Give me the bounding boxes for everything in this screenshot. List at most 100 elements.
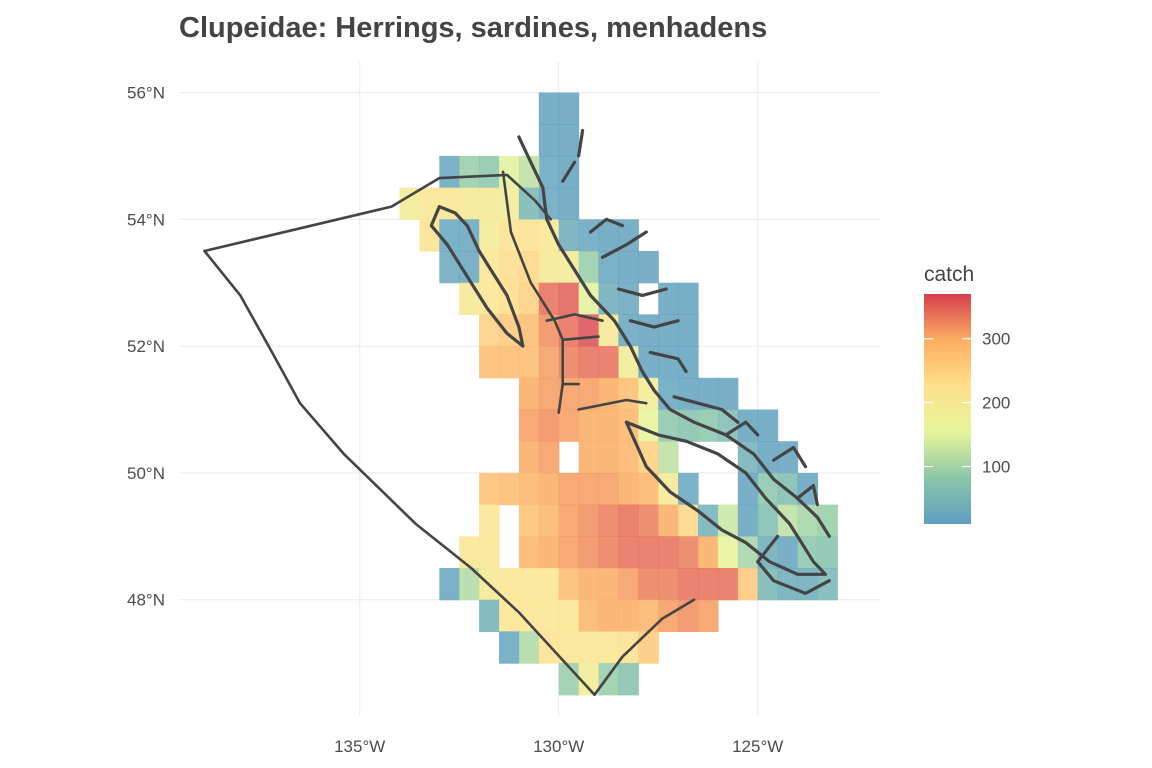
catch-cell	[717, 536, 739, 569]
catch-cell	[578, 663, 600, 696]
catch-cell	[598, 346, 619, 379]
catch-cell	[598, 599, 619, 632]
catch-cell	[499, 568, 520, 601]
catch-cell	[518, 314, 540, 347]
catch-cell	[538, 409, 560, 442]
catch-cell	[658, 441, 679, 474]
catch-cell	[399, 187, 420, 220]
catch-cell	[538, 377, 560, 411]
legend: catch 100 200 300	[924, 263, 1010, 524]
catch-cell	[598, 504, 619, 537]
chart-title: Clupeidae: Herrings, sardines, menhadens	[179, 12, 767, 44]
catch-cell	[678, 568, 699, 601]
fjord-coastline	[588, 217, 624, 234]
catch-cell	[638, 472, 659, 506]
catch-grid-cells	[399, 92, 838, 696]
catch-cell	[538, 504, 560, 537]
y-tick-label: 52°N	[127, 337, 165, 356]
catch-cell	[459, 568, 480, 601]
catch-cell	[419, 187, 440, 220]
catch-cell	[678, 599, 699, 632]
catch-cell	[558, 251, 580, 284]
catch-cell	[598, 663, 619, 696]
catch-cell	[538, 536, 560, 569]
catch-cell	[538, 251, 560, 284]
catch-cell	[459, 282, 480, 315]
catch-cell	[578, 599, 600, 632]
catch-cell	[737, 568, 759, 601]
catch-cell	[638, 346, 659, 379]
catch-cell	[499, 187, 520, 220]
catch-cell	[518, 346, 540, 379]
catch-cell	[479, 314, 500, 347]
catch-cell	[578, 251, 600, 284]
catch-cell	[638, 314, 659, 347]
catch-cell	[578, 568, 600, 601]
catch-cell	[578, 504, 600, 537]
catch-cell	[618, 472, 639, 506]
catch-cell	[479, 504, 500, 537]
catch-cell	[658, 536, 679, 569]
catch-cell	[558, 472, 580, 506]
catch-cell	[558, 377, 580, 411]
catch-cell	[658, 504, 679, 537]
catch-cell	[698, 377, 719, 411]
fjord-coastline	[577, 128, 585, 158]
catch-cell	[658, 409, 679, 442]
catch-cell	[558, 409, 580, 442]
catch-cell	[598, 282, 619, 315]
catch-cell	[538, 219, 560, 252]
catch-cell	[538, 599, 560, 632]
catch-cell	[598, 536, 619, 569]
catch-cell	[558, 187, 580, 220]
catch-cell	[618, 346, 639, 379]
vancouver-island-coastline	[624, 420, 827, 576]
catch-cell	[578, 377, 600, 411]
catch-cell	[518, 504, 540, 537]
catch-cell	[618, 599, 639, 632]
catch-cell	[558, 568, 580, 601]
catch-cell	[479, 599, 500, 632]
catch-cell	[618, 441, 639, 474]
fjord-coastline	[600, 230, 648, 259]
catch-cell	[499, 472, 520, 506]
catch-cell	[757, 504, 779, 537]
catch-cell	[678, 314, 699, 347]
legend-tick-label: 200	[982, 394, 1010, 413]
catch-cell	[518, 219, 540, 252]
catch-cell	[518, 599, 540, 632]
catch-cell	[558, 536, 580, 569]
catch-cell	[538, 441, 560, 474]
catch-cell	[698, 536, 719, 569]
catch-cell	[618, 377, 639, 411]
catch-cell	[538, 155, 560, 189]
catch-cell	[678, 377, 699, 411]
catch-cell	[538, 568, 560, 601]
catch-cell	[678, 472, 699, 506]
catch-cell	[658, 282, 679, 315]
fjord-coastline	[628, 319, 680, 329]
fjord-coastline	[561, 160, 577, 183]
catch-cell	[439, 155, 460, 189]
management-zone-line	[545, 313, 604, 322]
y-tick-label: 54°N	[127, 210, 165, 229]
catch-cell	[598, 251, 619, 284]
catch-cell	[598, 568, 619, 601]
catch-cell	[479, 346, 500, 379]
catch-cell	[459, 251, 480, 284]
catch-cell	[638, 536, 659, 569]
y-tick-label: 48°N	[127, 591, 165, 610]
catch-cell	[817, 504, 838, 537]
catch-cell	[558, 124, 580, 157]
catch-cell	[638, 599, 659, 632]
y-tick-label: 56°N	[127, 84, 165, 103]
catch-cell	[558, 599, 580, 632]
catch-cell	[598, 631, 619, 664]
catch-cell	[578, 219, 600, 252]
catch-cell	[518, 568, 540, 601]
catch-cell	[479, 536, 500, 569]
y-tick-label: 50°N	[127, 464, 165, 483]
catch-cell	[618, 568, 639, 601]
catch-cell	[578, 472, 600, 506]
